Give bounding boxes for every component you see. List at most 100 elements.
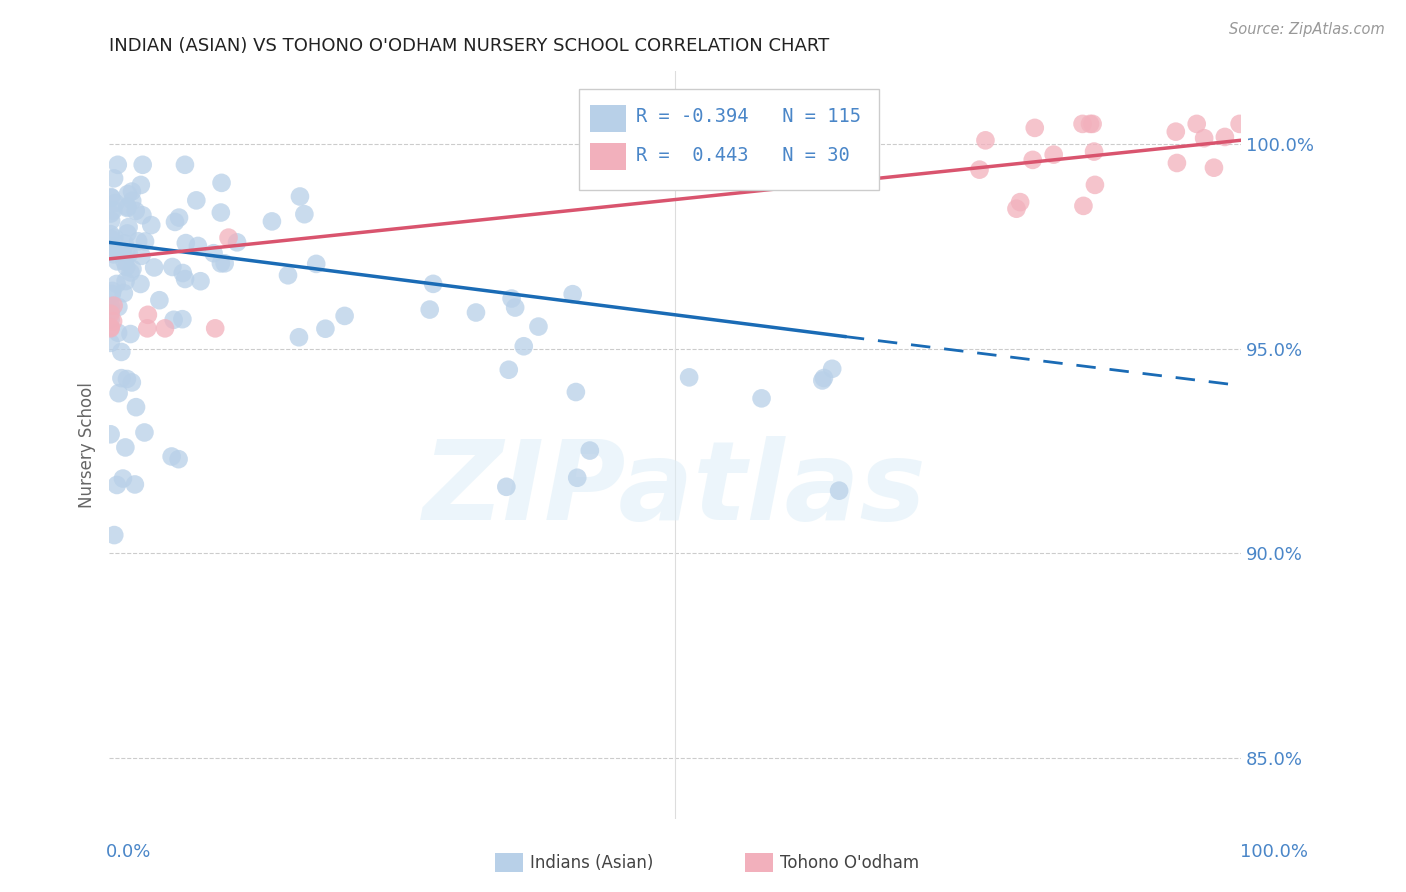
Point [1164,125,1187,139]
Point [114,254,136,268]
Point [111,244,134,259]
Point [117,220,139,235]
Text: INDIAN (ASIAN) VS TOHONO O'ODHAM NURSERY SCHOOL CORRELATION CHART: INDIAN (ASIAN) VS TOHONO O'ODHAM NURSERY… [110,37,830,55]
Point [100,299,122,313]
Point [1022,153,1045,167]
Point [314,322,336,336]
Point [167,452,190,467]
Point [100,244,122,259]
Point [498,363,520,377]
Point [1010,195,1032,210]
Point [115,372,138,386]
Point [1083,145,1105,159]
Point [124,477,146,491]
Point [162,260,184,274]
Point [513,339,536,353]
Point [527,319,550,334]
Text: R =  0.443   N = 30: R = 0.443 N = 30 [636,145,849,165]
Point [100,307,122,321]
Point [211,176,233,190]
Point [204,321,226,335]
Point [333,309,356,323]
Point [288,189,311,203]
Point [110,371,132,385]
Point [129,178,152,192]
Point [1073,199,1095,213]
Point [465,305,488,319]
Point [567,471,589,485]
Point [100,335,122,350]
Point [136,321,159,335]
Point [127,234,149,248]
Point [101,287,124,301]
Point [1071,117,1094,131]
Point [202,246,225,260]
Point [160,450,183,464]
Point [121,185,143,199]
Point [1081,117,1104,131]
Point [260,214,283,228]
Point [107,158,129,172]
Point [148,293,170,308]
Point [105,254,128,268]
Point [174,236,197,251]
Point [118,247,141,261]
Point [1192,131,1215,145]
Point [811,374,834,388]
Text: ZIPatlas: ZIPatlas [423,436,927,543]
Point [121,261,143,276]
Point [974,133,997,147]
Point [288,330,311,344]
Point [125,203,148,218]
Point [103,203,125,218]
Point [100,227,122,242]
Point [1213,130,1236,145]
Point [501,292,523,306]
Point [1005,202,1028,216]
Point [105,277,128,291]
Point [100,206,122,220]
Point [111,471,134,485]
Point [1185,117,1208,131]
Point [565,384,588,399]
Point [117,201,139,215]
Point [678,370,700,384]
Text: 0.0%: 0.0% [105,843,150,861]
Point [163,312,186,326]
Text: R = -0.394   N = 115: R = -0.394 N = 115 [636,107,860,126]
Point [120,326,142,341]
Y-axis label: Nursery School: Nursery School [79,382,96,508]
Point [172,266,194,280]
Point [419,302,441,317]
Point [117,187,139,202]
Point [100,320,122,334]
Point [112,286,135,301]
Point [100,191,122,205]
Point [100,321,122,335]
Point [1166,156,1188,170]
Point [103,247,125,261]
Point [209,205,232,219]
Point [751,392,773,406]
Point [1024,120,1046,135]
Point [1229,117,1251,131]
Point [100,312,122,326]
Text: Tohono O'odham: Tohono O'odham [780,854,920,871]
Point [277,268,299,283]
Point [104,196,127,211]
Point [110,245,132,260]
Text: Source: ZipAtlas.com: Source: ZipAtlas.com [1229,22,1385,37]
Point [495,480,517,494]
Point [115,246,138,260]
Point [305,257,328,271]
Point [174,158,197,172]
Point [187,239,209,253]
Point [1084,178,1107,192]
Point [101,239,124,253]
Point [100,213,122,227]
Point [100,190,122,204]
Point [163,215,186,229]
Point [114,274,136,288]
Point [153,321,176,335]
Point [107,386,129,401]
